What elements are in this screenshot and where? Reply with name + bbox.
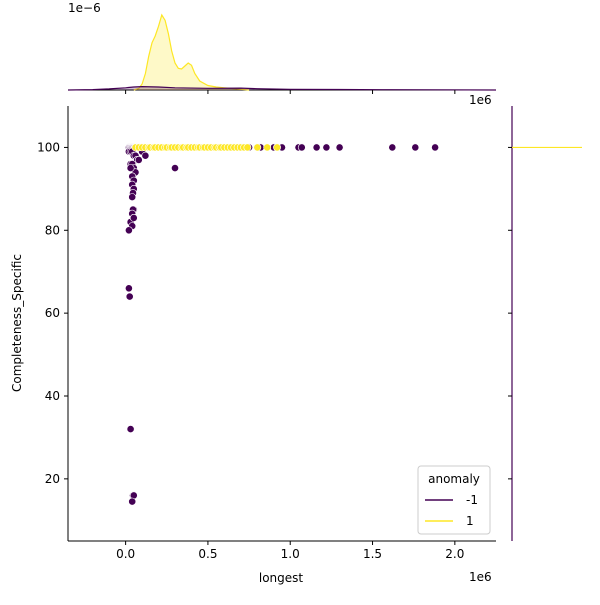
scatter-point-neg (171, 164, 179, 172)
scatter-point-neg (141, 151, 150, 160)
scatter-point-neg (297, 143, 306, 152)
x-offset-label: 1e6 (469, 570, 492, 584)
top-right-offset-label: 1e6 (469, 93, 492, 107)
legend-entry-neg: -1 (466, 493, 478, 507)
x-tick-label: 0.5 (198, 547, 217, 561)
x-tick-label: 1.0 (281, 547, 300, 561)
scatter-point-neg (134, 155, 143, 164)
legend-entry-pos: 1 (466, 514, 474, 528)
x-tick-label: 1.5 (363, 547, 382, 561)
top-marginal-offset-label: 1e−6 (68, 1, 101, 15)
scatter-points (124, 143, 439, 506)
y-tick-label: 20 (45, 472, 60, 486)
right-marginal-kde (511, 106, 582, 541)
scatter-point-neg (124, 284, 133, 293)
scatter-point-neg (125, 292, 134, 301)
scatter-point-neg (388, 143, 397, 152)
main-scatter-axes (67, 106, 496, 542)
scatter-point-pos (273, 143, 281, 152)
scatter-point-neg (431, 143, 439, 152)
scatter-point-neg (411, 143, 420, 152)
y-tick-label: 80 (45, 223, 60, 237)
y-axis-label: Completeness_Specific (10, 254, 24, 392)
legend: anomaly -1 1 (417, 465, 491, 535)
x-tick-label: 2.0 (445, 547, 464, 561)
scatter-point-neg (129, 213, 138, 222)
y-tick-label: 100 (37, 140, 60, 154)
y-tick-label: 60 (45, 306, 60, 320)
top-marginal-kde (67, 13, 497, 91)
scatter-point-pos (253, 143, 262, 152)
scatter-point-pos (243, 143, 252, 152)
scatter-point-neg (128, 497, 137, 506)
legend-frame (417, 465, 491, 535)
y-tick-label: 40 (45, 389, 60, 403)
scatter-point-pos (263, 143, 272, 152)
top-kde-fill-neg (68, 86, 496, 90)
top-kde-line-neg (67, 85, 497, 91)
top-kde-line-pos (133, 13, 250, 91)
scatter-point-neg (124, 226, 133, 235)
axis-ticks: 0.0 0.5 1.0 1.5 2.0 20 40 60 80 100 (37, 90, 512, 561)
scatter-point-neg (128, 193, 137, 201)
scatter-point-neg (126, 164, 135, 172)
scatter-point-neg (312, 143, 321, 152)
scatter-point-neg (126, 425, 135, 433)
scatter-point-neg (335, 143, 344, 152)
top-kde-fill-pos (133, 15, 250, 90)
legend-title: anomaly (428, 472, 480, 486)
scatter-point-neg (322, 143, 331, 152)
x-axis-label: longest (259, 571, 304, 585)
x-tick-label: 0.0 (116, 547, 135, 561)
